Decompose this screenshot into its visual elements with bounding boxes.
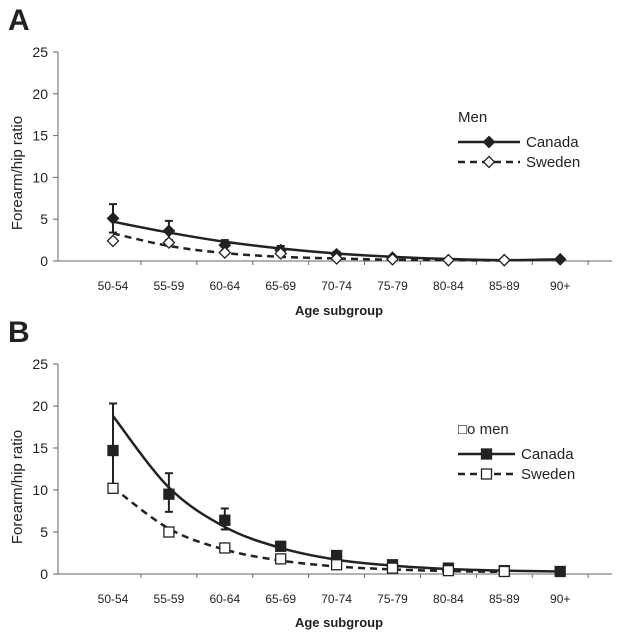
- x-tick-label: 65-69: [265, 592, 296, 606]
- legend-marker-canada: [480, 448, 493, 460]
- data-point-canada: [107, 444, 119, 457]
- y-axis-label-b: Forearm/hip ratio: [9, 430, 26, 544]
- data-point-sweden: [275, 553, 287, 565]
- legend-title-b: □o men: [458, 421, 509, 438]
- legend-label-canada-b: Canada: [521, 446, 574, 463]
- x-tick-label: 75-79: [377, 279, 408, 293]
- y-tick-label: 15: [32, 128, 48, 144]
- data-point-canada: [553, 252, 567, 266]
- panel-b: B Forearm/hip ratio Age subgroup □o men …: [8, 316, 612, 630]
- y-tick-label: 20: [32, 86, 48, 102]
- data-point-canada: [162, 224, 176, 238]
- legend-marker-canada: [482, 135, 496, 149]
- y-tick-label: 25: [32, 44, 48, 60]
- series-line-canada: [112, 415, 561, 573]
- series-line-sweden: [112, 486, 505, 574]
- data-point-canada: [330, 549, 343, 562]
- y-axis-label-a: Forearm/hip ratio: [9, 116, 26, 230]
- y-tick-label: 20: [32, 398, 48, 414]
- legend-marker-sweden: [482, 155, 496, 169]
- y-tick-label: 5: [40, 211, 48, 227]
- y-tick-label: 10: [32, 169, 48, 185]
- x-tick-label: 55-59: [154, 279, 185, 293]
- data-point-sweden: [441, 253, 455, 267]
- legend-marker-sweden: [480, 468, 493, 480]
- x-tick-label: 60-64: [209, 279, 240, 293]
- x-tick-label: 90+: [550, 279, 570, 293]
- data-point-sweden: [386, 252, 399, 266]
- panel-label-b: B: [8, 316, 30, 349]
- data-point-sweden: [219, 542, 231, 554]
- x-tick-label: 50-54: [98, 592, 129, 606]
- x-axis-label-a: Age subgroup: [295, 303, 383, 318]
- data-point-sweden: [162, 236, 176, 250]
- y-tick-label: 0: [40, 253, 48, 269]
- x-tick-label: 80-84: [433, 279, 464, 293]
- data-point-sweden: [218, 246, 232, 260]
- data-point-sweden: [107, 482, 119, 494]
- x-tick-label: 80-84: [433, 592, 464, 606]
- data-point-canada: [275, 540, 287, 552]
- x-tick-label: 60-64: [209, 592, 240, 606]
- y-tick-label: 25: [32, 356, 48, 372]
- data-point-sweden: [498, 565, 510, 578]
- data-point-canada: [219, 514, 231, 526]
- data-point-sweden: [442, 564, 455, 577]
- legend-label-canada-a: Canada: [526, 134, 579, 151]
- x-tick-label: 55-59: [154, 592, 185, 606]
- legend-title-a: Men: [458, 109, 487, 126]
- data-point-canada: [106, 211, 120, 225]
- data-point-sweden: [386, 562, 399, 574]
- data-point-sweden: [106, 234, 120, 248]
- y-tick-label: 15: [32, 440, 48, 456]
- x-tick-label: 85-89: [489, 279, 520, 293]
- data-point-canada: [163, 488, 175, 500]
- legend-label-sweden-b: Sweden: [521, 466, 575, 483]
- data-point-sweden: [330, 252, 344, 265]
- x-tick-label: 75-79: [377, 592, 408, 606]
- data-point-sweden: [497, 253, 511, 267]
- data-point-sweden: [330, 559, 343, 571]
- data-point-canada: [554, 565, 566, 578]
- x-tick-label: 50-54: [98, 279, 129, 293]
- x-tick-label: 70-74: [321, 279, 352, 293]
- y-tick-label: 5: [40, 524, 48, 540]
- y-tick-label: 0: [40, 566, 48, 582]
- data-point-sweden: [163, 526, 175, 538]
- x-tick-label: 85-89: [489, 592, 520, 606]
- x-axis-label-b: Age subgroup: [295, 615, 383, 630]
- x-tick-label: 70-74: [321, 592, 352, 606]
- panel-a: A Forearm/hip ratio Age subgroup Men Can…: [8, 4, 612, 318]
- series-line-sweden: [112, 232, 505, 262]
- legend-label-sweden-a: Sweden: [526, 154, 580, 171]
- panel-label-a: A: [8, 4, 30, 37]
- x-tick-label: 90+: [550, 592, 570, 606]
- x-tick-label: 65-69: [265, 279, 296, 293]
- y-tick-label: 10: [32, 482, 48, 498]
- data-point-sweden: [274, 247, 288, 260]
